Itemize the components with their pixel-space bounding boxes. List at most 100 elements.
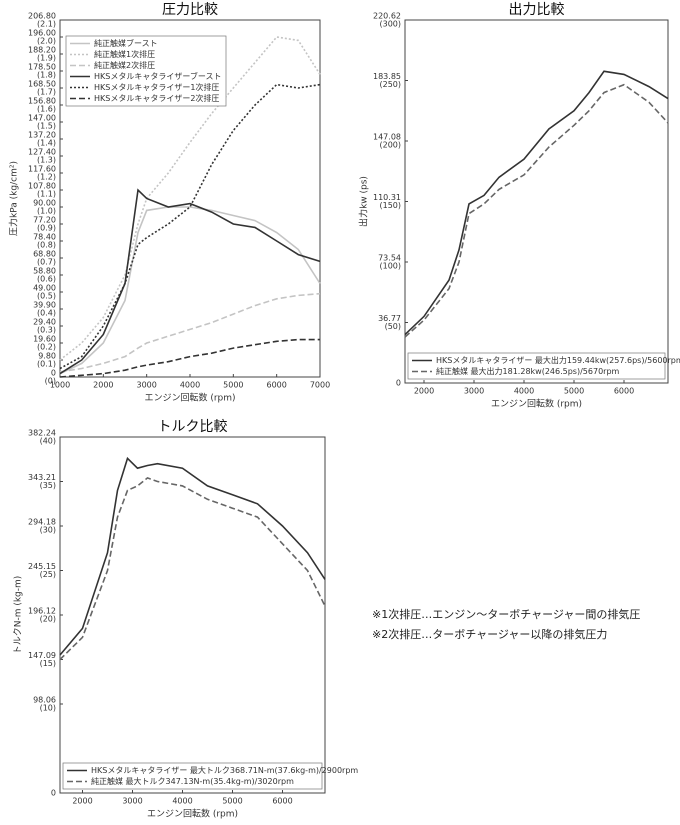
y-tick-label: (0.4) [37,309,56,318]
x-axis-title: エンジン回転数 (rpm) [144,392,235,404]
y-tick-label: 77.20 [33,216,56,225]
y-tick-label: 0 [51,369,56,378]
y-tick-label: 245.15 [28,562,56,571]
y-tick-label: 73.54 [378,254,401,263]
y-tick-label: (30) [40,526,56,535]
x-tick-label: 2000 [72,797,92,806]
y-tick-label: 90.00 [33,199,56,208]
plot-frame [404,19,669,384]
y-tick-label: (1.7) [37,88,56,97]
series-line [404,70,669,336]
y-tick-label: 19.60 [33,335,56,344]
x-tick-label: 5000 [223,381,243,390]
y-tick-label: (0.9) [37,224,56,233]
x-axis-title: エンジン回転数 (rpm) [147,808,238,820]
x-tick-label: 3000 [464,387,484,396]
series-line [59,206,321,375]
chart-title: 出力比較 [509,2,565,18]
y-tick-label: (50) [385,322,401,331]
y-tick-label: (0.2) [37,343,56,352]
y-tick-label: (0.1) [37,360,56,369]
x-tick-label: 4000 [172,797,192,806]
y-tick-label: (40) [40,437,56,446]
y-tick-label: 168.50 [28,80,56,89]
y-tick-label: 117.60 [28,165,56,174]
x-tick-label: 2000 [93,381,113,390]
note: ※1次排圧…エンジン～ターボチャージャー間の排気圧 [372,607,640,621]
x-tick-label: 4000 [180,381,200,390]
x-tick-label: 6000 [614,387,634,396]
x-tick-label: 5000 [222,797,242,806]
legend-label: HKSメタルキャタライザー 最大トルク368.71N-m(37.6kg-m)/2… [91,765,358,775]
y-tick-label: 107.80 [28,182,56,191]
y-tick-label: (35) [40,481,56,490]
legend-label: 純正触媒ブースト [94,38,158,48]
y-tick-label: (1.4) [37,139,56,148]
y-tick-label: 49.00 [33,284,56,293]
y-tick-label: 294.18 [28,518,56,527]
y-tick-label: (0.3) [37,326,56,335]
x-tick-label: 6000 [266,381,286,390]
y-tick-label: (250) [379,80,401,89]
series-line [404,83,669,338]
legend-box [62,762,323,790]
series-line [59,188,321,375]
legend-label: 純正触媒1次排圧 [94,49,155,59]
y-tick-label: 178.50 [28,63,56,72]
y-tick-label: 9.80 [38,352,56,361]
legend-label: 純正触媒 最大トルク347.13N-m(35.4kg-m)/3020rpm [91,776,294,786]
y-tick-label: (2.0) [37,37,56,46]
legend-label: 純正触媒 最大出力181.28kw(246.5ps)/5670rpm [436,366,620,376]
y-tick-label: (1.1) [37,190,56,199]
y-tick-label: (15) [40,659,56,668]
y-tick-label: 343.21 [28,473,56,482]
x-tick-label: 3000 [136,381,156,390]
y-tick-label: 220.62 [373,12,401,21]
y-axis-title: 出力kw (ps) [358,176,370,227]
series-line [59,456,326,656]
y-tick-label: (1.3) [37,156,56,165]
y-tick-label: (10) [40,704,56,713]
y-tick-label: 68.80 [33,250,56,259]
y-tick-label: (0.6) [37,275,56,284]
chart-title: トルク比較 [158,419,228,435]
y-tick-label: (25) [40,570,56,579]
y-tick-label: 0 [396,379,401,388]
y-tick-label: 183.85 [373,72,401,81]
y-tick-label: 0 [51,789,56,798]
series-line [59,83,321,370]
series-line [59,292,321,373]
x-axis-title: エンジン回転数 (rpm) [491,398,582,410]
y-tick-label: (1.0) [37,207,56,216]
y-tick-label: 36.77 [378,314,401,323]
legend-label: HKSメタルキャタライザー1次排圧 [94,82,219,92]
y-tick-label: 147.09 [28,651,56,660]
y-tick-label: (200) [379,141,401,150]
y-tick-label: 188.20 [28,46,56,55]
y-tick-label: (1.5) [37,122,56,131]
legend-label: HKSメタルキャタライザーブースト [94,71,221,81]
y-tick-label: 382.24 [28,429,56,438]
y-tick-label: 29.40 [33,318,56,327]
series-line [59,36,321,361]
series-line [59,476,326,661]
y-tick-label: (150) [379,201,401,210]
y-tick-label: (2.1) [37,20,56,29]
x-tick-label: 1000 [50,381,70,390]
legend-box [65,35,227,107]
x-tick-label: 7000 [310,381,330,390]
y-tick-label: (0.7) [37,258,56,267]
y-tick-label: (0) [45,377,56,386]
y-tick-label: 196.00 [28,29,56,38]
y-tick-label: (300) [379,20,401,29]
x-tick-label: 2000 [414,387,434,396]
y-tick-label: 156.80 [28,97,56,106]
x-tick-label: 6000 [272,797,292,806]
y-tick-label: 147.08 [373,133,401,142]
y-tick-label: 147.00 [28,114,56,123]
y-axis-title: 圧力kPa (kg/cm²) [8,161,20,236]
y-tick-label: (20) [40,615,56,624]
y-tick-label: (1.2) [37,173,56,182]
y-tick-label: (100) [379,262,401,271]
